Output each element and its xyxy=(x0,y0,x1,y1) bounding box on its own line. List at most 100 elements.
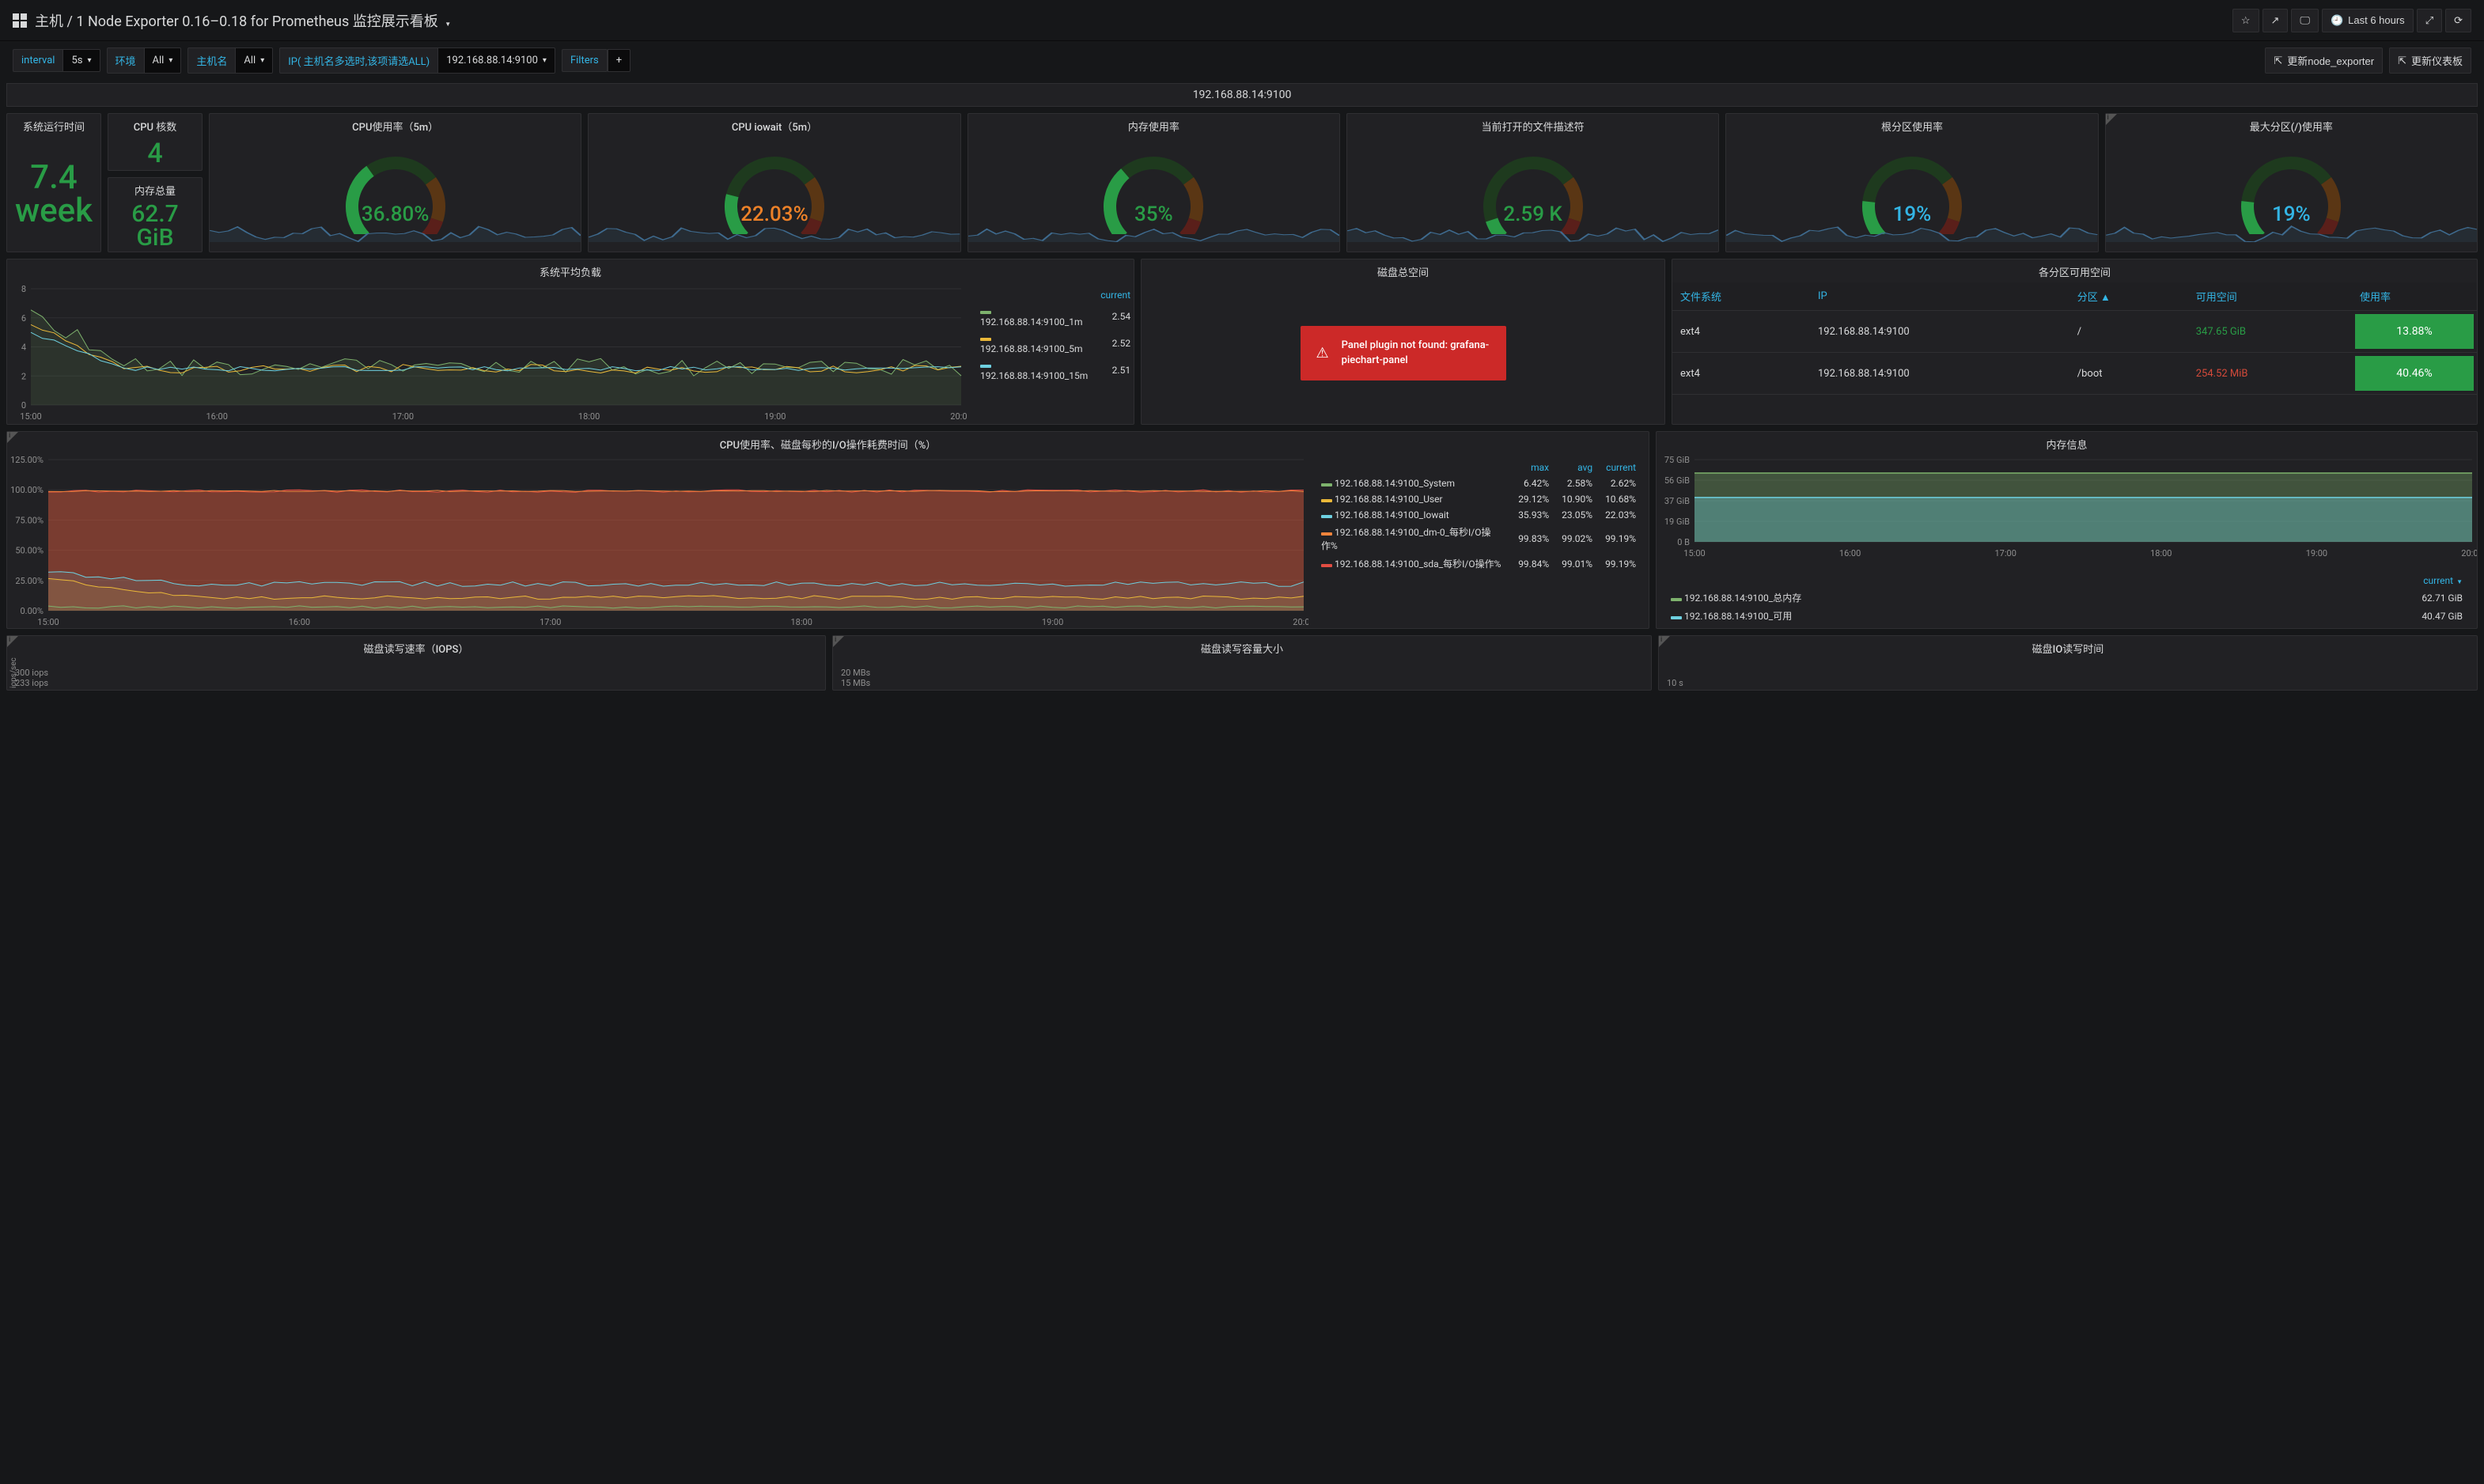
svg-text:0: 0 xyxy=(21,400,26,411)
svg-text:18:00: 18:00 xyxy=(2150,548,2172,558)
dashboard-link[interactable]: ⇱ 更新仪表板 xyxy=(2389,47,2471,74)
var-value[interactable]: 5s xyxy=(62,49,100,72)
svg-text:56 GiB: 56 GiB xyxy=(1664,475,1690,486)
svg-text:25.00%: 25.00% xyxy=(15,576,44,586)
svg-text:20:00: 20:00 xyxy=(950,411,967,422)
info-icon[interactable] xyxy=(833,636,844,647)
external-link-icon: ⇱ xyxy=(2398,55,2406,67)
external-link-icon: ⇱ xyxy=(2274,55,2282,67)
panel-partitions: 各分区可用空间 文件系统IP分区 ▲可用空间使用率 ext4192.168.88… xyxy=(1672,259,2478,425)
svg-text:125.00%: 125.00% xyxy=(10,455,44,465)
error-alert: ⚠ Panel plugin not found: grafana-piecha… xyxy=(1301,326,1506,380)
partitions-table: 文件系统IP分区 ▲可用空间使用率 ext4192.168.88.14:9100… xyxy=(1672,282,2477,395)
info-icon[interactable] xyxy=(2106,114,2117,125)
svg-text:18:00: 18:00 xyxy=(790,617,812,627)
svg-text:100.00%: 100.00% xyxy=(10,485,44,495)
breadcrumb-root[interactable]: 主机 xyxy=(35,13,63,30)
bottom-row: 磁盘读写速率（IOPS） iops/sec300 iops233 iops 磁盘… xyxy=(0,635,2484,697)
breadcrumb[interactable]: 主机 / 1 Node Exporter 0.16–0.18 for Prome… xyxy=(35,10,451,31)
panel-cutoff: 磁盘IO读写时间 10 s xyxy=(1658,635,2478,691)
dashboard-link[interactable]: ⇱ 更新node_exporter xyxy=(2265,47,2383,74)
svg-text:20:00: 20:00 xyxy=(2461,548,2477,558)
var-label: interval xyxy=(13,49,62,72)
panel-cutoff: 磁盘读写速率（IOPS） iops/sec300 iops233 iops xyxy=(6,635,826,691)
info-icon[interactable] xyxy=(1659,636,1670,647)
gauge-panel: CPU使用率（5m） 36.80% xyxy=(209,113,581,252)
svg-text:75.00%: 75.00% xyxy=(15,515,44,525)
svg-text:15:00: 15:00 xyxy=(37,617,59,627)
star-button[interactable]: ☆ xyxy=(2232,9,2259,32)
page-header: 主机 / 1 Node Exporter 0.16–0.18 for Prome… xyxy=(0,0,2484,41)
zoom-out-button[interactable]: ⤢ xyxy=(2417,9,2442,32)
warning-icon: ⚠ xyxy=(1316,345,1329,362)
tv-button[interactable]: 🖵 xyxy=(2291,9,2319,32)
row-header[interactable]: 192.168.88.14:9100 xyxy=(6,83,2478,107)
svg-text:4: 4 xyxy=(21,343,26,353)
table-header[interactable]: IP xyxy=(1810,282,2069,311)
info-icon[interactable] xyxy=(7,432,18,443)
table-row: ext4192.168.88.14:9100/boot 254.52 MiB 4… xyxy=(1672,353,2477,395)
time-range-button[interactable]: 🕘 Last 6 hours xyxy=(2322,9,2414,32)
svg-text:75 GiB: 75 GiB xyxy=(1664,455,1690,465)
svg-text:19:00: 19:00 xyxy=(2306,548,2327,558)
share-button[interactable]: ↗ xyxy=(2262,9,2289,32)
var-label: IP( 主机名多选时,该项请选ALL) xyxy=(279,47,437,74)
dashboard-title[interactable]: 1 Node Exporter 0.16–0.18 for Prometheus… xyxy=(76,13,437,30)
filters-label[interactable]: Filters xyxy=(562,49,608,72)
gauge-panel: 最大分区(/)使用率 19% xyxy=(2105,113,2478,252)
svg-text:0 B: 0 B xyxy=(1677,537,1690,547)
table-header[interactable]: 文件系统 xyxy=(1672,282,1810,311)
gauge-panel: 根分区使用率 19% xyxy=(1725,113,2098,252)
svg-text:16:00: 16:00 xyxy=(1839,548,1861,558)
panel-title: 内存总量 xyxy=(108,178,202,201)
panel-load: 系统平均负载 0246815:0016:0017:0018:0019:0020:… xyxy=(6,259,1134,425)
svg-text:17:00: 17:00 xyxy=(540,617,561,627)
info-icon[interactable] xyxy=(7,636,18,647)
table-header[interactable]: 分区 ▲ xyxy=(2069,282,2188,311)
panel-disk-total: 磁盘总空间 ⚠ Panel plugin not found: grafana-… xyxy=(1141,259,1665,425)
gauge-panel: 内存使用率 35% xyxy=(967,113,1340,252)
gauge-panel: CPU iowait（5m） 22.03% xyxy=(588,113,960,252)
add-filter-button[interactable]: + xyxy=(608,49,630,72)
svg-text:15:00: 15:00 xyxy=(20,411,41,422)
var-value[interactable]: All xyxy=(144,47,182,74)
svg-text:19 GiB: 19 GiB xyxy=(1664,517,1690,527)
dashboard-icon[interactable] xyxy=(13,13,27,28)
svg-text:16:00: 16:00 xyxy=(289,617,310,627)
top-row: 系统运行时间 7.4week CPU 核数 4 内存总量 62.7GiB CPU… xyxy=(0,113,2484,259)
chevron-down-icon[interactable] xyxy=(441,13,451,30)
stat-uptime: 7.4week xyxy=(15,161,93,228)
panel-uptime: 系统运行时间 7.4week xyxy=(6,113,101,252)
svg-text:17:00: 17:00 xyxy=(392,411,414,422)
var-label: 主机名 xyxy=(187,47,235,74)
svg-text:19:00: 19:00 xyxy=(764,411,786,422)
svg-text:37 GiB: 37 GiB xyxy=(1664,496,1690,506)
panel-cpu-io: CPU使用率、磁盘每秒的I/O操作耗费时间（%） 0.00%25.00%50.0… xyxy=(6,431,1649,629)
svg-text:2: 2 xyxy=(21,371,26,381)
svg-text:19:00: 19:00 xyxy=(1042,617,1063,627)
panel-cutoff: 磁盘读写容量大小 20 MBs15 MBs xyxy=(832,635,1652,691)
panel-title: 系统运行时间 xyxy=(7,114,100,137)
var-value[interactable]: All xyxy=(235,47,273,74)
svg-text:16:00: 16:00 xyxy=(206,411,227,422)
stat-cores: 4 xyxy=(147,140,162,167)
refresh-button[interactable]: ⟳ xyxy=(2445,9,2471,32)
variables-toolbar: interval5s环境All主机名AllIP( 主机名多选时,该项请选ALL)… xyxy=(0,41,2484,80)
svg-text:8: 8 xyxy=(21,284,26,294)
stat-memtotal: 62.7GiB xyxy=(131,203,179,250)
svg-text:50.00%: 50.00% xyxy=(15,546,44,556)
panel-mem: 内存信息 0 B19 GiB37 GiB56 GiB75 GiB15:0016:… xyxy=(1656,431,2478,629)
panel-memtotal: 内存总量 62.7GiB xyxy=(108,177,203,252)
svg-text:17:00: 17:00 xyxy=(1994,548,2016,558)
table-header[interactable]: 可用空间 xyxy=(2188,282,2352,311)
third-row: CPU使用率、磁盘每秒的I/O操作耗费时间（%） 0.00%25.00%50.0… xyxy=(0,431,2484,635)
panel-title: CPU 核数 xyxy=(108,114,202,137)
svg-text:15:00: 15:00 xyxy=(1683,548,1705,558)
var-value[interactable]: 192.168.88.14:9100 xyxy=(437,47,555,74)
panel-cores: CPU 核数 4 xyxy=(108,113,203,171)
svg-text:0.00%: 0.00% xyxy=(20,606,44,616)
svg-text:6: 6 xyxy=(21,313,26,324)
var-label: 环境 xyxy=(107,47,144,74)
table-header[interactable]: 使用率 xyxy=(2352,282,2477,311)
svg-text:18:00: 18:00 xyxy=(578,411,600,422)
